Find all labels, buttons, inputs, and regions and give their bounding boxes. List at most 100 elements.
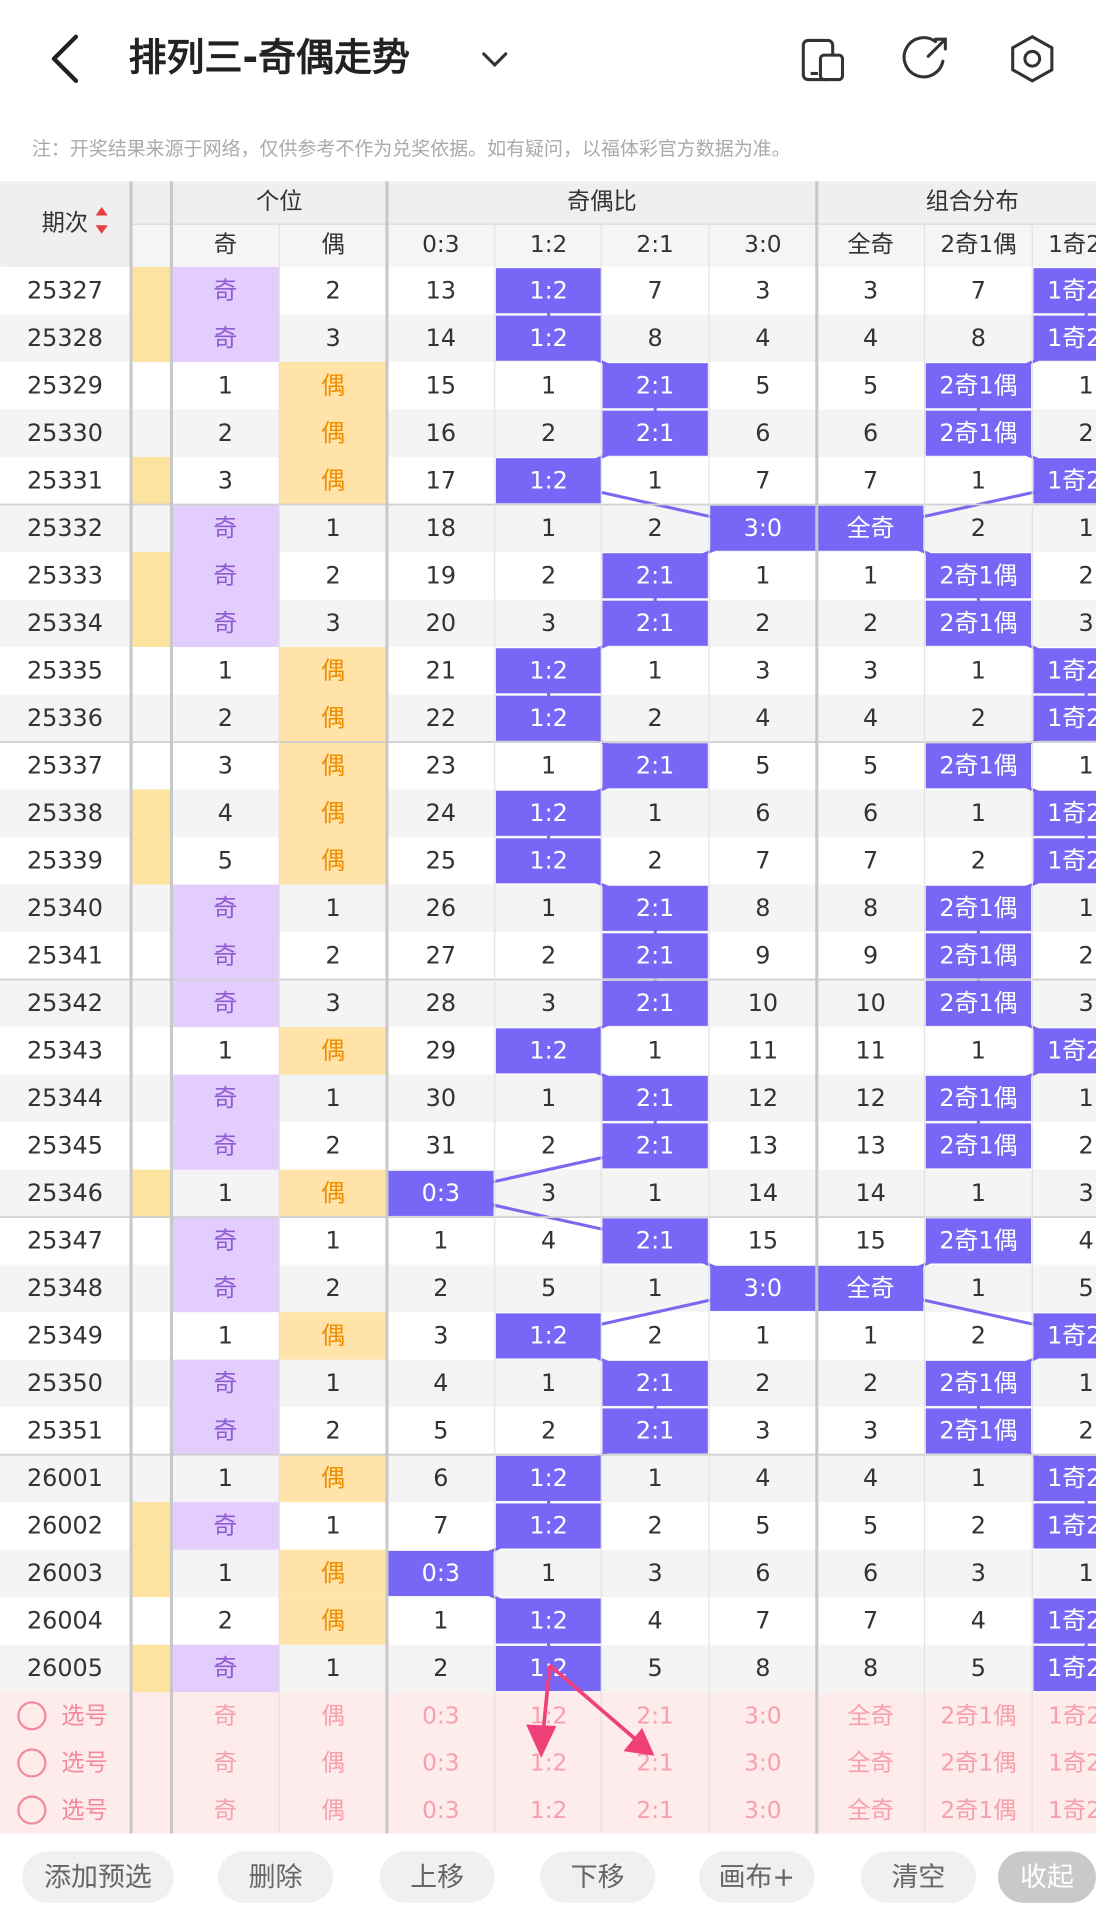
action-button[interactable] — [218, 1851, 334, 1903]
select-option[interactable]: 0:3 — [422, 1703, 459, 1730]
action-button-label[interactable]: 清空 — [891, 1862, 945, 1893]
cell: 4 — [755, 704, 770, 732]
action-button-label[interactable]: 收起 — [1020, 1862, 1074, 1893]
cell: 1:2 — [529, 466, 567, 494]
cell: 2奇1偶 — [939, 894, 1017, 922]
select-option[interactable]: 偶 — [321, 1703, 344, 1730]
guide-arrows — [526, 1663, 655, 1758]
hit-cell — [495, 1598, 602, 1644]
settings-icon[interactable] — [1011, 34, 1054, 83]
cell: 12 — [855, 1084, 885, 1112]
select-option[interactable]: 0:3 — [422, 1750, 459, 1777]
cell: 1奇2偶 — [1047, 799, 1096, 827]
select-option[interactable]: 偶 — [321, 1750, 344, 1777]
title-dropdown[interactable] — [482, 52, 508, 68]
cell: 2奇1偶 — [939, 1227, 1017, 1255]
action-button[interactable] — [379, 1851, 495, 1903]
select-option[interactable]: 奇 — [214, 1797, 237, 1824]
select-label[interactable]: 选号 — [61, 1703, 108, 1730]
select-label[interactable]: 选号 — [61, 1797, 108, 1824]
select-radio[interactable] — [17, 1795, 47, 1825]
action-button-label[interactable]: 上移 — [410, 1862, 464, 1893]
action-button-label[interactable]: 添加预选 — [44, 1862, 152, 1893]
back-button[interactable] — [51, 34, 79, 83]
select-option[interactable]: 2:1 — [636, 1703, 673, 1730]
cell: 23 — [426, 752, 456, 780]
period: 25349 — [27, 1322, 103, 1350]
select-option[interactable]: 3:0 — [744, 1797, 781, 1824]
cell: 2:1 — [636, 942, 674, 970]
cell: 5 — [433, 1417, 448, 1445]
select-option[interactable]: 2奇1偶 — [940, 1797, 1016, 1824]
select-option[interactable]: 2奇1偶 — [940, 1703, 1016, 1730]
cell: 1 — [541, 1369, 556, 1397]
cell: 偶 — [321, 704, 345, 732]
select-option[interactable]: 2:1 — [636, 1750, 673, 1777]
select-option[interactable]: 1:2 — [530, 1703, 567, 1730]
cell: 1 — [971, 657, 986, 685]
cell: 6 — [863, 1559, 878, 1587]
action-button[interactable] — [998, 1851, 1096, 1903]
action-button[interactable] — [540, 1851, 656, 1903]
action-button[interactable] — [22, 1851, 174, 1903]
cell: 奇 — [213, 1654, 237, 1682]
cell: 1:2 — [529, 276, 567, 304]
even-hit — [279, 647, 387, 695]
action-button-label[interactable]: 删除 — [249, 1862, 303, 1893]
select-option[interactable]: 偶 — [321, 1797, 344, 1824]
cell: 8 — [863, 1654, 878, 1682]
odd-hit — [171, 1502, 280, 1550]
cell: 3:0 — [744, 514, 782, 542]
cell: 1 — [648, 1274, 663, 1302]
cell: 3 — [541, 609, 556, 637]
even-hit — [279, 409, 387, 457]
period: 26005 — [27, 1654, 103, 1682]
select-option[interactable]: 全奇 — [847, 1797, 894, 1824]
cell: 1 — [541, 1559, 556, 1587]
share-icon[interactable] — [902, 36, 947, 79]
cell: 全奇 — [847, 1274, 895, 1302]
hit-cell — [925, 410, 1032, 456]
action-button[interactable] — [860, 1851, 976, 1903]
device-icon[interactable] — [801, 38, 845, 82]
select-option[interactable]: 奇 — [214, 1750, 237, 1777]
select-radio[interactable] — [17, 1748, 47, 1778]
hit-cell — [1033, 1598, 1096, 1644]
action-button[interactable] — [699, 1851, 815, 1903]
cell: 2奇1偶 — [939, 989, 1017, 1017]
select-label[interactable]: 选号 — [61, 1750, 108, 1777]
cell: 2 — [218, 419, 233, 447]
hit-cell — [602, 885, 708, 931]
hit-cell — [925, 363, 1032, 409]
cell: 15 — [426, 371, 456, 399]
select-option[interactable]: 2:1 — [636, 1797, 673, 1824]
cell: 24 — [426, 799, 456, 827]
select-option[interactable]: 1:2 — [530, 1797, 567, 1824]
odd-hit — [171, 1074, 280, 1123]
select-option[interactable]: 奇 — [214, 1703, 237, 1730]
cell: 12 — [748, 1084, 778, 1112]
select-option[interactable]: 1奇2偶 — [1048, 1797, 1096, 1824]
hit-cell — [925, 1408, 1032, 1454]
cell: 5 — [541, 1274, 556, 1302]
cell: 2奇1偶 — [939, 371, 1017, 399]
select-option[interactable]: 1奇2偶 — [1048, 1703, 1096, 1730]
select-option[interactable]: 3:0 — [744, 1750, 781, 1777]
action-button-label[interactable]: 画布+ — [719, 1862, 795, 1893]
cell: 3 — [218, 466, 233, 494]
select-option[interactable]: 0:3 — [422, 1797, 459, 1824]
select-option[interactable]: 3:0 — [744, 1703, 781, 1730]
hit-cell — [495, 458, 602, 504]
select-option[interactable]: 全奇 — [847, 1703, 894, 1730]
page-title: 排列三-奇偶走势 — [129, 36, 410, 80]
cell: 2奇1偶 — [939, 1369, 1017, 1397]
select-radio[interactable] — [17, 1701, 47, 1731]
select-option[interactable]: 全奇 — [847, 1750, 894, 1777]
select-option[interactable]: 2奇1偶 — [940, 1750, 1016, 1777]
select-option[interactable]: 1奇2偶 — [1048, 1750, 1096, 1777]
select-option[interactable]: 1:2 — [530, 1750, 567, 1777]
cell: 2 — [326, 561, 341, 589]
action-button-label[interactable]: 下移 — [571, 1862, 625, 1893]
cell: 4 — [863, 324, 878, 352]
even-hit — [279, 1312, 387, 1360]
